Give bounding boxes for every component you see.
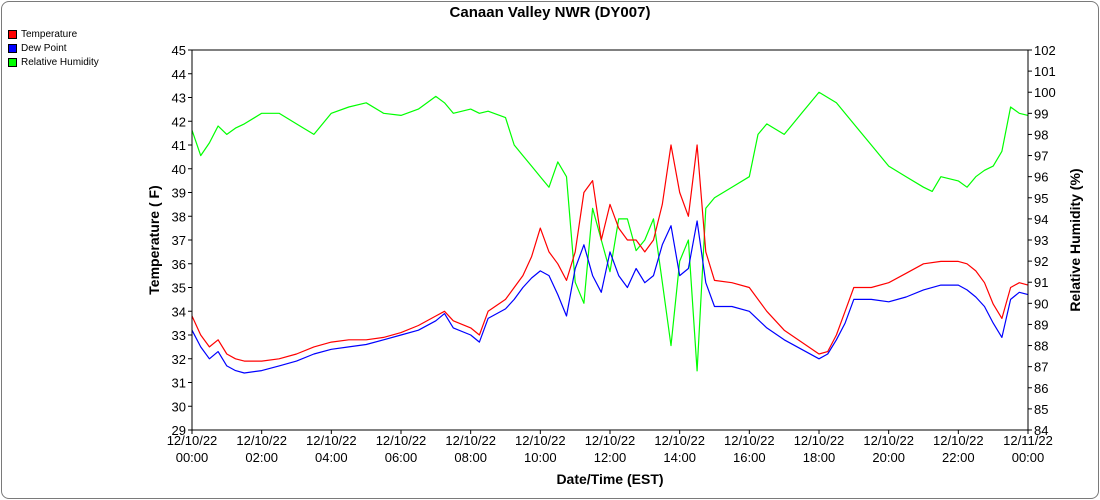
y-right-tick-label: 100 <box>1034 85 1056 100</box>
legend-label-dew-point: Dew Point <box>21 42 67 54</box>
y-left-tick-label: 35 <box>172 281 186 296</box>
series-layer <box>191 91 1029 374</box>
x-tick-date-label: 12/10/22 <box>933 433 984 448</box>
x-tick-date-label: 12/11/22 <box>1003 433 1053 448</box>
y-axis-right-title: Relative Humidity (%) <box>1067 168 1083 311</box>
y-right-tick-label: 87 <box>1034 360 1048 375</box>
y-right-tick-label: 84 <box>1034 423 1048 438</box>
y-right-tick-label: 90 <box>1034 296 1048 311</box>
y-right-tick-label: 101 <box>1034 64 1056 79</box>
y-left-tick-label: 39 <box>172 186 186 201</box>
y-right-tick-label: 86 <box>1034 381 1048 396</box>
x-tick-time-label: 12:00 <box>594 450 627 465</box>
y-left-tick-label: 29 <box>172 423 186 438</box>
y-right-tick-label: 93 <box>1034 233 1048 248</box>
y-left-tick-label: 30 <box>172 399 186 414</box>
legend-label-relative-humidity: Relative Humidity <box>21 56 99 68</box>
x-tick-date-label: 12/10/22 <box>445 433 496 448</box>
x-tick-date-label: 12/10/22 <box>794 433 845 448</box>
y-right-tick-label: 96 <box>1034 170 1048 185</box>
y-right-tick-label: 88 <box>1034 339 1048 354</box>
y-right-tick-label: 85 <box>1034 402 1048 417</box>
axis-layer: 29 30 31 32 33 34 35 36 37 38 39 40 41 42 43 44 45 84 85 86… <box>167 43 1056 465</box>
x-tick-date-label: 12/10/22 <box>376 433 427 448</box>
y-left-tick-label: 38 <box>172 209 186 224</box>
y-left-tick-label: 41 <box>172 138 186 153</box>
y-left-tick-label: 40 <box>172 162 186 177</box>
y-left-tick-label: 43 <box>172 91 186 106</box>
y-right-tick-label: 98 <box>1034 127 1048 142</box>
x-tick-time-label: 08:00 <box>454 450 487 465</box>
x-tick-time-label: 14:00 <box>663 450 696 465</box>
x-tick-date-label: 12/10/22 <box>167 433 218 448</box>
legend-label-temperature: Temperature <box>21 28 78 40</box>
x-tick-time-label: 10:00 <box>524 450 557 465</box>
y-right-tick-label: 89 <box>1034 317 1048 332</box>
chart-title: Canaan Valley NWR (DY007) <box>449 4 651 21</box>
x-tick-time-label: 00:00 <box>176 450 209 465</box>
y-left-tick-label: 34 <box>172 304 186 319</box>
x-tick-time-label: 04:00 <box>315 450 348 465</box>
series-line-relative-humidity <box>191 91 1029 372</box>
y-left-tick-label: 32 <box>172 352 186 367</box>
x-tick-time-label: 00:00 <box>1012 450 1045 465</box>
legend-swatch-relative-humidity <box>8 57 17 67</box>
x-tick-date-label: 12/10/22 <box>236 433 287 448</box>
y-right-tick-label: 91 <box>1034 275 1048 290</box>
y-right-tick-label: 94 <box>1034 212 1048 227</box>
x-tick-time-label: 16:00 <box>733 450 766 465</box>
x-tick-time-label: 22:00 <box>942 450 975 465</box>
x-tick-date-label: 12/10/22 <box>585 433 636 448</box>
legend-swatch-dew-point <box>8 43 17 53</box>
legend: Temperature Dew Point Relative Humidity <box>8 27 99 69</box>
x-tick-date-label: 12/10/22 <box>724 433 775 448</box>
y-left-tick-label: 33 <box>172 328 186 343</box>
x-tick-date-label: 12/10/22 <box>306 433 357 448</box>
plot-border <box>191 49 1029 431</box>
y-left-tick-label: 45 <box>172 43 186 58</box>
legend-item-relative-humidity: Relative Humidity <box>8 55 99 69</box>
x-tick-date-label: 12/10/22 <box>863 433 914 448</box>
x-tick-time-label: 02:00 <box>245 450 278 465</box>
y-left-tick-label: 31 <box>172 376 186 391</box>
y-right-tick-label: 99 <box>1034 106 1048 121</box>
y-left-tick-label: 36 <box>172 257 186 272</box>
y-left-tick-label: 42 <box>172 114 186 129</box>
y-left-tick-label: 37 <box>172 233 186 248</box>
x-tick-date-label: 12/10/22 <box>654 433 705 448</box>
x-tick-date-label: 12/10/22 <box>515 433 566 448</box>
x-tick-time-label: 18:00 <box>803 450 836 465</box>
x-axis-title: Date/Time (EST) <box>556 471 663 487</box>
legend-item-temperature: Temperature <box>8 27 99 41</box>
y-left-tick-label: 44 <box>172 67 186 82</box>
legend-swatch-temperature <box>8 29 17 39</box>
x-tick-time-label: 06:00 <box>385 450 418 465</box>
x-tick-time-label: 20:00 <box>872 450 905 465</box>
y-axis-left-title: Temperature ( F) <box>146 185 162 294</box>
y-right-tick-label: 102 <box>1034 43 1056 58</box>
y-right-tick-label: 92 <box>1034 254 1048 269</box>
y-right-tick-label: 95 <box>1034 191 1048 206</box>
series-line-temperature <box>191 144 1029 362</box>
y-right-tick-label: 97 <box>1034 149 1048 164</box>
legend-item-dew-point: Dew Point <box>8 41 99 55</box>
series-line-dew-point <box>191 220 1029 374</box>
